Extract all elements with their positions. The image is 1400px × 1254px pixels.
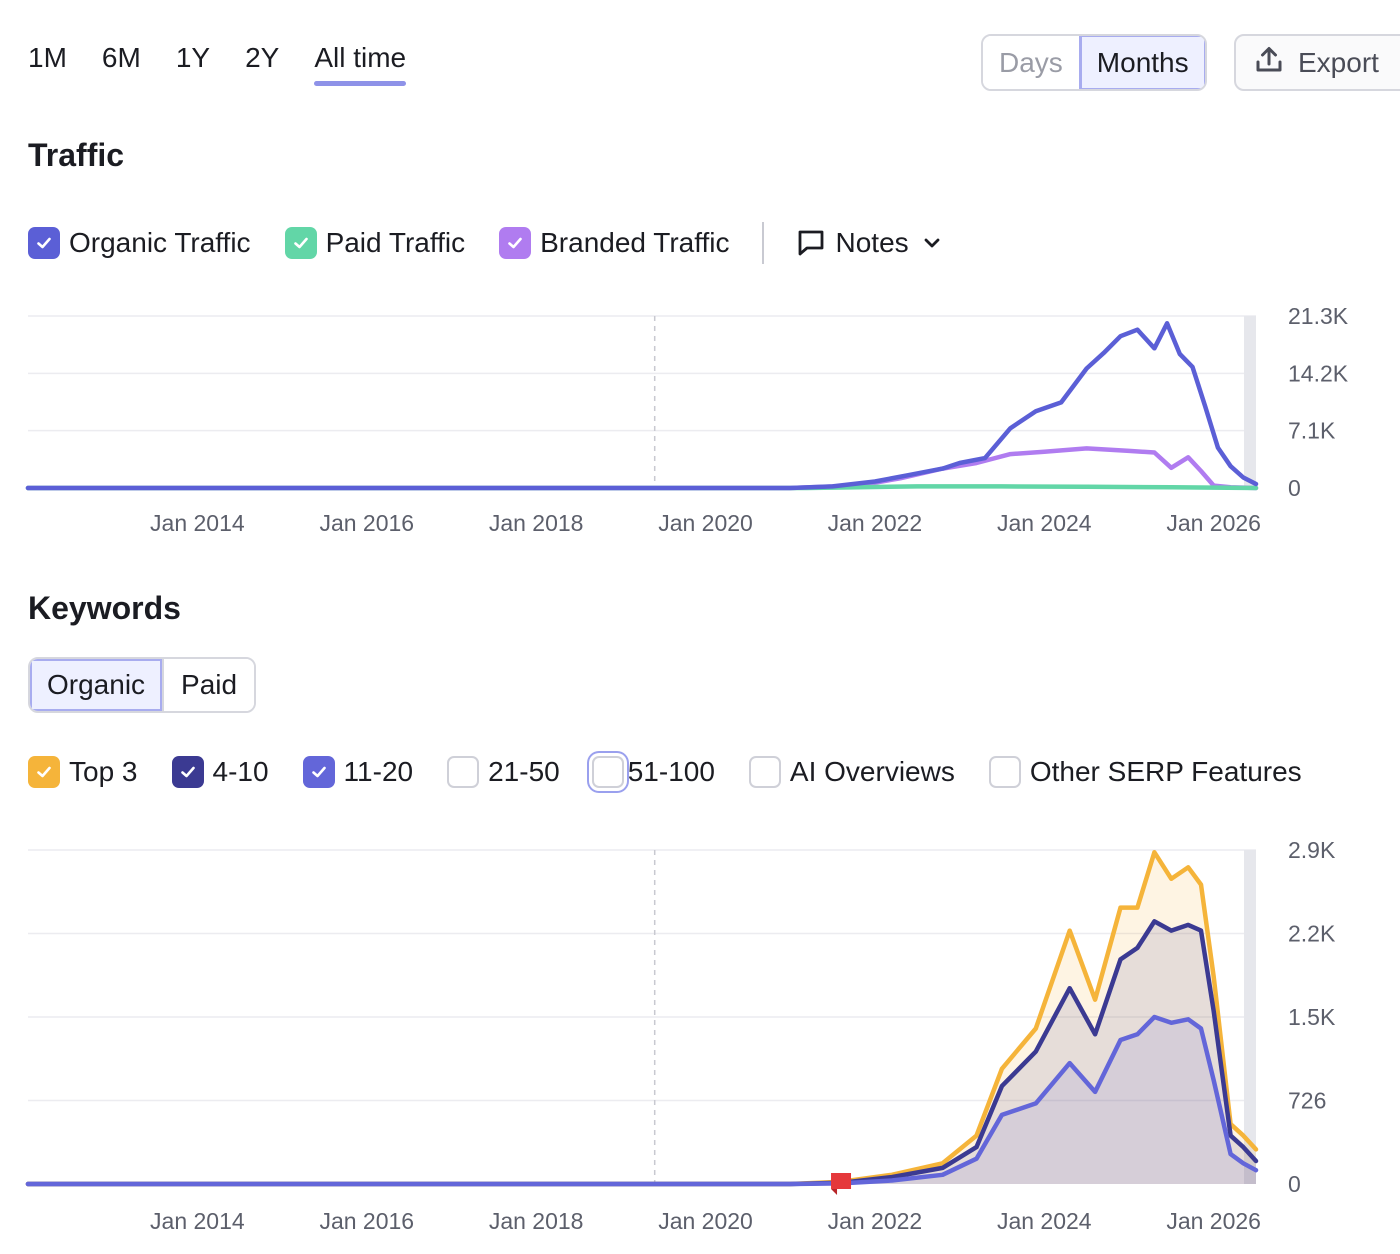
period-tabs: 1M 6M 1Y 2Y All time bbox=[28, 42, 441, 86]
checkbox-checked-icon[interactable] bbox=[171, 756, 204, 788]
chevron-down-icon bbox=[921, 232, 943, 254]
legend-label: Paid Traffic bbox=[325, 227, 466, 258]
x-tick-label: Jan 2014 bbox=[150, 1208, 245, 1234]
y-tick-label: 726 bbox=[1288, 1088, 1326, 1114]
checkbox-empty-icon[interactable] bbox=[447, 756, 480, 788]
x-tick-label: Jan 2024 bbox=[997, 1208, 1092, 1234]
legend-label: Top 3 bbox=[69, 756, 138, 787]
legend-11-20[interactable]: 11-20 bbox=[302, 756, 414, 788]
checkbox-checked-icon[interactable] bbox=[302, 756, 335, 788]
upload-icon bbox=[1254, 44, 1284, 81]
x-tick-label: Jan 2022 bbox=[828, 510, 923, 536]
series-area-4-10 bbox=[28, 921, 1256, 1184]
flag-tail bbox=[831, 1189, 838, 1195]
legend-label: AI Overviews bbox=[789, 756, 955, 787]
checkbox-empty-icon[interactable] bbox=[591, 756, 624, 788]
series-area-top-3 bbox=[28, 852, 1256, 1184]
period-tab-6m[interactable]: 6M bbox=[101, 42, 141, 73]
checkbox-checked-icon[interactable] bbox=[499, 227, 532, 259]
current-period-band bbox=[1244, 850, 1256, 1184]
legend-label: Organic Traffic bbox=[69, 227, 251, 258]
series-line-11-20 bbox=[25, 1014, 1259, 1187]
series-line-4-10 bbox=[25, 919, 1259, 1187]
keywords-legend: Top 3 4-10 11-20 21-50 51-100 AI Overvie… bbox=[28, 756, 1302, 788]
y-tick-label: 0 bbox=[1288, 475, 1301, 501]
x-tick-label: Jan 2018 bbox=[489, 1208, 584, 1234]
legend-branded-traffic[interactable]: Branded Traffic bbox=[499, 227, 730, 259]
series-line-top-3 bbox=[25, 850, 1259, 1187]
period-tab-all-time[interactable]: All time bbox=[314, 42, 406, 86]
y-tick-label: 2.9K bbox=[1288, 837, 1336, 863]
legend-51-100[interactable]: 51-100 bbox=[586, 756, 715, 788]
current-period-band bbox=[1244, 316, 1256, 488]
export-button[interactable]: Export bbox=[1234, 34, 1400, 91]
legend-label: Other SERP Features bbox=[1029, 756, 1302, 787]
x-tick-label: Jan 2020 bbox=[658, 1208, 753, 1234]
y-tick-label: 0 bbox=[1288, 1171, 1301, 1197]
notes-dropdown[interactable]: Notes bbox=[796, 227, 943, 259]
granularity-toggle: Days Months bbox=[981, 34, 1207, 91]
y-tick-label: 2.2K bbox=[1288, 921, 1336, 947]
y-tick-label: 21.3K bbox=[1288, 303, 1349, 329]
annotation-flag-icon bbox=[831, 1173, 852, 1195]
legend-other-serp-features[interactable]: Other SERP Features bbox=[988, 756, 1302, 788]
legend-label: Branded Traffic bbox=[540, 227, 730, 258]
period-tab-2y[interactable]: 2Y bbox=[245, 42, 280, 73]
traffic-legend: Organic Traffic Paid Traffic Branded Tra… bbox=[28, 222, 943, 264]
legend-label: 4-10 bbox=[212, 756, 269, 787]
legend-label: 21-50 bbox=[488, 756, 560, 787]
x-tick-label: Jan 2024 bbox=[997, 510, 1092, 536]
legend-paid-traffic[interactable]: Paid Traffic bbox=[284, 227, 466, 259]
x-tick-label: Jan 2018 bbox=[489, 510, 584, 536]
x-tick-label: Jan 2016 bbox=[319, 510, 414, 536]
x-tick-label: Jan 2026 bbox=[1166, 510, 1261, 536]
months-button[interactable]: Months bbox=[1078, 36, 1205, 89]
legend-label: 51-100 bbox=[627, 756, 715, 787]
x-tick-label: Jan 2022 bbox=[828, 1208, 923, 1234]
checkbox-checked-icon[interactable] bbox=[28, 756, 60, 788]
tab-organic[interactable]: Organic bbox=[30, 659, 163, 711]
traffic-chart: 21.3K 14.2K 7.1K 0 Jan 2014 Jan 2016 Jan 2018 J… bbox=[25, 303, 1349, 536]
checkbox-empty-icon[interactable] bbox=[988, 756, 1021, 788]
checkbox-checked-icon[interactable] bbox=[284, 227, 317, 259]
comment-icon bbox=[796, 228, 826, 258]
traffic-title: Traffic bbox=[28, 137, 125, 173]
series-line-organic-traffic bbox=[25, 321, 1259, 491]
y-tick-label: 14.2K bbox=[1288, 360, 1349, 386]
legend-4-10[interactable]: 4-10 bbox=[171, 756, 269, 788]
days-button[interactable]: Days bbox=[983, 36, 1079, 89]
period-tab-1m[interactable]: 1M bbox=[28, 42, 67, 73]
period-tab-1y[interactable]: 1Y bbox=[175, 42, 211, 73]
x-tick-label: Jan 2016 bbox=[319, 1208, 414, 1234]
export-label: Export bbox=[1298, 46, 1379, 78]
legend-label: 11-20 bbox=[343, 756, 414, 787]
x-tick-label: Jan 2014 bbox=[150, 510, 245, 536]
legend-21-50[interactable]: 21-50 bbox=[447, 756, 560, 788]
series-area-11-20 bbox=[28, 1017, 1256, 1184]
legend-top-3[interactable]: Top 3 bbox=[28, 756, 138, 788]
notes-label: Notes bbox=[835, 227, 909, 258]
tab-paid[interactable]: Paid bbox=[162, 659, 255, 711]
x-tick-label: Jan 2026 bbox=[1166, 1208, 1261, 1234]
keywords-title: Keywords bbox=[28, 590, 181, 626]
checkbox-empty-icon[interactable] bbox=[748, 756, 781, 788]
keywords-chart: 2.9K 2.2K 1.5K 726 0 Jan 2014 Jan 2016 Jan 2018… bbox=[25, 837, 1336, 1234]
flag-body bbox=[831, 1173, 852, 1189]
x-tick-label: Jan 2020 bbox=[658, 510, 753, 536]
legend-ai-overviews[interactable]: AI Overviews bbox=[748, 756, 955, 788]
legend-divider bbox=[761, 222, 764, 264]
y-tick-label: 1.5K bbox=[1288, 1004, 1336, 1030]
series-line-branded-traffic bbox=[25, 446, 1259, 491]
checkbox-checked-icon[interactable] bbox=[28, 227, 60, 259]
keywords-type-toggle: Organic Paid bbox=[28, 657, 257, 713]
y-tick-label: 7.1K bbox=[1288, 418, 1336, 444]
legend-organic-traffic[interactable]: Organic Traffic bbox=[28, 227, 251, 259]
